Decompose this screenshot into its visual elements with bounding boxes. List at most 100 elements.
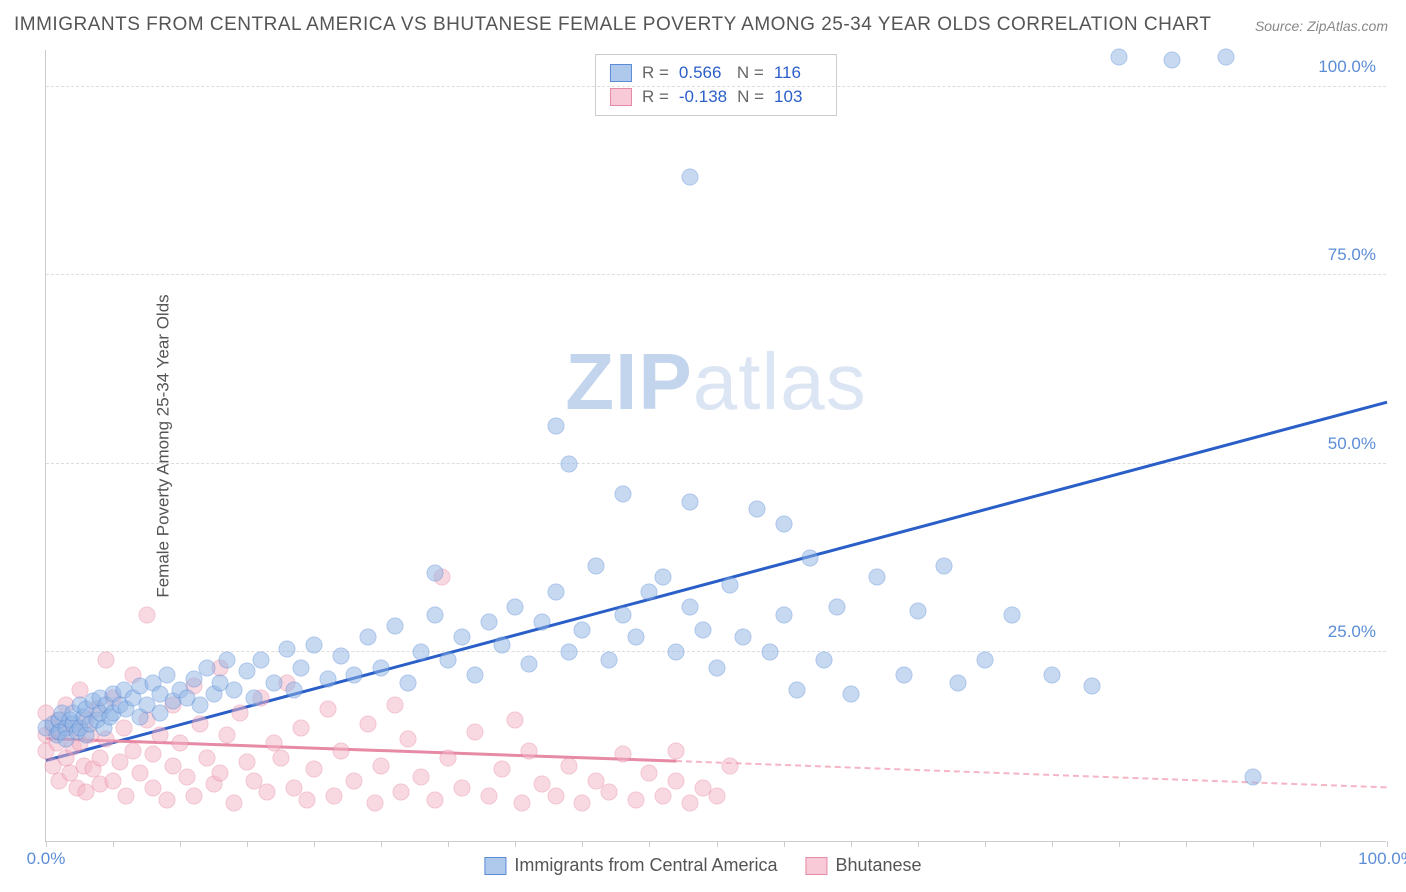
scatter-point (426, 606, 443, 623)
x-tick-mark (381, 841, 382, 847)
y-tick-label: 100.0% (1318, 57, 1376, 77)
scatter-point (842, 685, 859, 702)
scatter-point (192, 716, 209, 733)
scatter-point (1244, 768, 1261, 785)
gridline-h (46, 274, 1386, 275)
legend-label: Bhutanese (836, 855, 922, 876)
scatter-point (547, 418, 564, 435)
n-value-pink: 103 (774, 85, 822, 109)
scatter-point (373, 659, 390, 676)
scatter-point (393, 783, 410, 800)
scatter-point (225, 795, 242, 812)
scatter-point (225, 682, 242, 699)
x-tick-mark (918, 841, 919, 847)
x-tick-label: 100.0% (1358, 849, 1406, 869)
scatter-point (259, 783, 276, 800)
scatter-point (560, 757, 577, 774)
scatter-point (815, 651, 832, 668)
scatter-point (802, 550, 819, 567)
scatter-point (775, 516, 792, 533)
x-tick-mark (985, 841, 986, 847)
scatter-point (212, 765, 229, 782)
scatter-point (534, 614, 551, 631)
scatter-point (453, 629, 470, 646)
scatter-point (440, 651, 457, 668)
scatter-point (198, 750, 215, 767)
scatter-point (118, 787, 135, 804)
scatter-point (507, 599, 524, 616)
scatter-point (829, 599, 846, 616)
scatter-point (1164, 52, 1181, 69)
scatter-point (91, 750, 108, 767)
scatter-point (426, 565, 443, 582)
scatter-point (185, 787, 202, 804)
scatter-point (272, 750, 289, 767)
scatter-point (896, 667, 913, 684)
x-tick-mark (851, 841, 852, 847)
x-tick-mark (46, 841, 47, 847)
scatter-point (319, 701, 336, 718)
scatter-point (748, 501, 765, 518)
scatter-point (333, 648, 350, 665)
scatter-point (735, 629, 752, 646)
scatter-point (467, 723, 484, 740)
chart-title: IMMIGRANTS FROM CENTRAL AMERICA VS BHUTA… (14, 14, 1211, 36)
scatter-point (614, 606, 631, 623)
scatter-point (668, 644, 685, 661)
scatter-point (654, 787, 671, 804)
scatter-point (467, 667, 484, 684)
scatter-point (131, 765, 148, 782)
scatter-point (574, 621, 591, 638)
x-tick-label: 0.0% (27, 849, 66, 869)
scatter-point (326, 787, 343, 804)
x-tick-mark (113, 841, 114, 847)
scatter-point (306, 761, 323, 778)
scatter-point (306, 636, 323, 653)
scatter-point (681, 599, 698, 616)
scatter-point (869, 569, 886, 586)
scatter-point (601, 783, 618, 800)
scatter-point (426, 791, 443, 808)
x-tick-mark (784, 841, 785, 847)
scatter-point (614, 486, 631, 503)
scatter-point (641, 765, 658, 782)
gridline-h (46, 651, 1386, 652)
stats-row-blue: R = 0.566 N = 116 (610, 61, 822, 85)
scatter-point (788, 682, 805, 699)
n-label: N = (737, 61, 764, 85)
scatter-point (681, 493, 698, 510)
swatch-pink-icon (806, 857, 828, 875)
scatter-point (219, 651, 236, 668)
legend-bottom: Immigrants from Central America Bhutanes… (484, 855, 921, 876)
scatter-point (520, 742, 537, 759)
legend-label: Immigrants from Central America (514, 855, 777, 876)
scatter-point (138, 606, 155, 623)
r-value-blue: 0.566 (679, 61, 727, 85)
x-tick-mark (1052, 841, 1053, 847)
scatter-point (198, 659, 215, 676)
scatter-point (346, 772, 363, 789)
scatter-point (1083, 678, 1100, 695)
scatter-point (245, 689, 262, 706)
x-tick-mark (1253, 841, 1254, 847)
source-attribution: Source: ZipAtlas.com (1255, 18, 1388, 34)
scatter-point (681, 169, 698, 186)
y-tick-label: 75.0% (1328, 245, 1376, 265)
chart-plot-area: ZIPatlas R = 0.566 N = 116 R = -0.138 N … (45, 50, 1386, 842)
scatter-point (976, 651, 993, 668)
r-label: R = (642, 61, 669, 85)
scatter-point (239, 753, 256, 770)
scatter-point (386, 618, 403, 635)
x-tick-mark (582, 841, 583, 847)
scatter-point (299, 791, 316, 808)
y-tick-label: 50.0% (1328, 434, 1376, 454)
legend-item-blue: Immigrants from Central America (484, 855, 777, 876)
scatter-point (359, 629, 376, 646)
scatter-point (775, 606, 792, 623)
scatter-point (762, 644, 779, 661)
scatter-point (319, 670, 336, 687)
scatter-point (400, 731, 417, 748)
swatch-blue-icon (484, 857, 506, 875)
scatter-point (587, 557, 604, 574)
scatter-point (480, 614, 497, 631)
